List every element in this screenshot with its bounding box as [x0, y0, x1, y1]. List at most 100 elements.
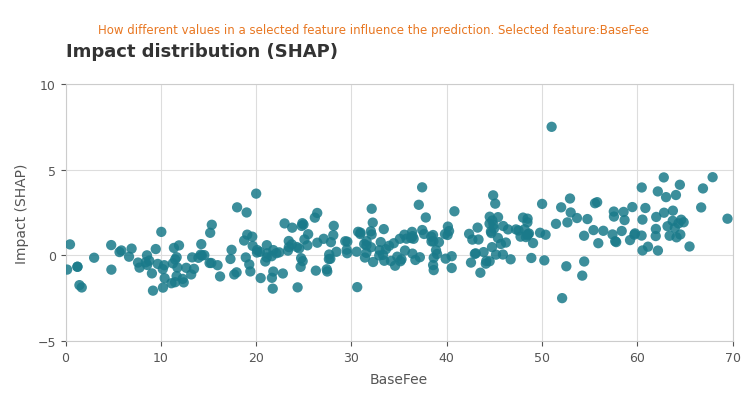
- Point: [146, 270, 158, 277]
- Point: [596, 228, 609, 235]
- Point: [439, 256, 451, 262]
- Point: [683, 244, 695, 250]
- Point: [279, 221, 291, 227]
- Point: [73, 282, 85, 289]
- Point: [177, 276, 189, 282]
- Point: [550, 221, 562, 227]
- Point: [311, 210, 323, 217]
- Point: [244, 269, 256, 275]
- Point: [293, 245, 305, 252]
- Point: [169, 279, 181, 286]
- Point: [521, 216, 533, 222]
- Point: [468, 251, 480, 257]
- Point: [607, 209, 619, 215]
- Point: [76, 284, 88, 291]
- Point: [556, 295, 568, 302]
- Point: [250, 191, 262, 197]
- Y-axis label: Impact (SHAP): Impact (SHAP): [15, 163, 29, 263]
- Point: [525, 255, 537, 261]
- Point: [439, 231, 451, 238]
- Point: [159, 275, 171, 282]
- Point: [273, 249, 285, 256]
- Point: [165, 280, 177, 287]
- Point: [328, 223, 340, 229]
- Point: [649, 226, 661, 233]
- Point: [564, 210, 576, 216]
- Point: [399, 248, 411, 254]
- Point: [354, 230, 366, 236]
- Point: [521, 233, 533, 239]
- Point: [211, 262, 223, 269]
- Point: [225, 247, 237, 253]
- Point: [479, 258, 492, 265]
- Point: [71, 264, 83, 270]
- Point: [519, 234, 532, 241]
- Point: [463, 231, 475, 237]
- Point: [425, 239, 437, 245]
- Point: [140, 259, 152, 266]
- Point: [322, 256, 334, 263]
- Point: [635, 185, 647, 191]
- Point: [198, 252, 210, 259]
- Point: [180, 265, 192, 271]
- Point: [472, 237, 484, 243]
- Point: [365, 244, 377, 251]
- Point: [354, 231, 366, 238]
- Point: [628, 231, 640, 237]
- Point: [341, 247, 353, 253]
- Point: [358, 241, 370, 247]
- Point: [394, 258, 406, 265]
- Point: [64, 241, 76, 248]
- Point: [559, 263, 572, 270]
- Point: [427, 232, 439, 239]
- Point: [485, 230, 497, 237]
- Point: [238, 238, 250, 244]
- Point: [204, 230, 216, 236]
- Point: [105, 242, 117, 249]
- Point: [522, 231, 535, 237]
- Point: [246, 243, 258, 249]
- Point: [267, 269, 279, 275]
- Point: [295, 223, 307, 229]
- Point: [651, 189, 663, 195]
- X-axis label: BaseFee: BaseFee: [370, 372, 428, 386]
- Point: [374, 239, 387, 246]
- Point: [673, 182, 686, 188]
- Point: [395, 256, 407, 263]
- Point: [324, 256, 336, 262]
- Point: [405, 235, 417, 242]
- Point: [405, 229, 418, 235]
- Point: [294, 264, 307, 270]
- Point: [123, 254, 135, 260]
- Point: [670, 235, 682, 241]
- Point: [251, 247, 263, 253]
- Point: [259, 259, 271, 265]
- Point: [327, 232, 339, 239]
- Point: [330, 249, 342, 255]
- Point: [668, 225, 680, 231]
- Point: [521, 219, 533, 226]
- Point: [575, 273, 587, 279]
- Point: [445, 253, 458, 260]
- Point: [588, 200, 600, 207]
- Point: [317, 236, 329, 242]
- Point: [627, 232, 639, 238]
- Point: [105, 267, 117, 273]
- Point: [196, 253, 208, 259]
- Point: [649, 233, 661, 240]
- Point: [398, 232, 410, 238]
- Point: [433, 239, 445, 246]
- Point: [492, 215, 504, 221]
- Point: [590, 199, 602, 206]
- Text: Impact distribution (SHAP): Impact distribution (SHAP): [66, 43, 337, 61]
- Point: [666, 218, 678, 225]
- Point: [205, 222, 217, 228]
- Point: [492, 235, 504, 241]
- Point: [483, 258, 495, 265]
- Point: [488, 201, 501, 207]
- Point: [485, 244, 498, 251]
- Point: [618, 217, 630, 224]
- Point: [587, 227, 599, 234]
- Point: [203, 260, 215, 267]
- Point: [555, 205, 567, 211]
